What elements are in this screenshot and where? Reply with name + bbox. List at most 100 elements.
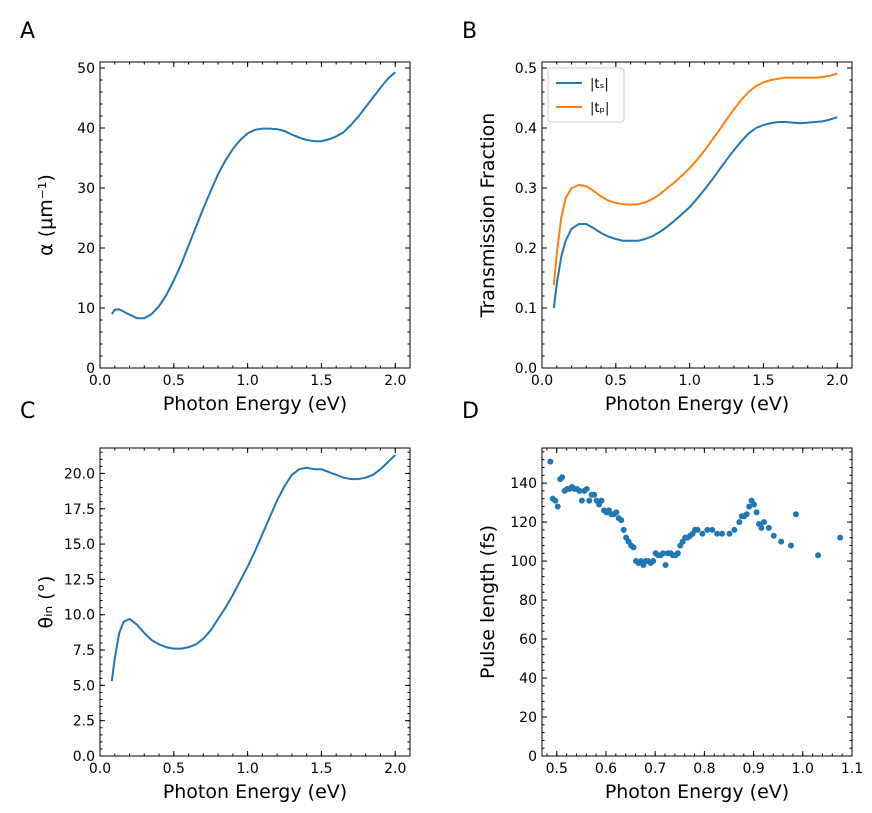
panel-c-x-tick-label: 1.5 — [310, 761, 332, 777]
panel-a-y-tick-label: 30 — [77, 181, 95, 197]
panel-d-series-1-point — [613, 509, 620, 516]
panel-d-series-1-point — [765, 524, 772, 531]
panel-d-x-tick-label: 0.7 — [644, 761, 666, 777]
panel-d-x-tick-label: 0.9 — [742, 761, 764, 777]
panel-b-series-1-line — [552, 116, 838, 309]
panel-b-chart: 0.0 0.5 1.0 1.5 2.0 0.0 0.1 0.2 0.3 0.4 0.5 Photon … — [477, 61, 853, 415]
panel-b-legend — [547, 67, 625, 123]
panel-a-x-axis-label: Photon Energy (eV) — [163, 393, 347, 415]
panel-d-series-1-point — [694, 526, 701, 533]
panel-d-y-tick-label: 40 — [519, 671, 537, 687]
panel-b-frame — [541, 61, 853, 369]
panel-c-x-tick-label: 0.5 — [163, 761, 185, 777]
panel-b-x-tick-label: 1.0 — [678, 373, 700, 389]
panel-d-series-1-point — [591, 491, 598, 498]
panel-c-y-tick-label: 5.0 — [73, 678, 95, 694]
panel-b-y-tick-label: 0.0 — [515, 361, 537, 377]
panel-b-legend-label-1: |tₛ| — [590, 77, 609, 92]
panel-c-series-1-line — [110, 454, 396, 682]
panel-d-x-axis-label: Photon Energy (eV) — [605, 781, 789, 803]
panel-d-series-1-point — [598, 497, 605, 504]
panel-d-series-1-point — [552, 497, 559, 504]
panel-a-frame — [99, 61, 411, 369]
panel-a-y-tick-label: 40 — [77, 121, 95, 137]
panel-label-b: B — [462, 19, 477, 44]
panel-c-y-tick-label: 7.5 — [73, 643, 95, 659]
panel-c-y-tick-label: 12.5 — [64, 572, 95, 588]
panel-b-y-tick-label: 0.4 — [515, 121, 537, 137]
panel-b-series-2-line — [552, 72, 838, 286]
panel-d-series-1-point — [714, 530, 721, 537]
panel-d-series-1-point — [837, 534, 844, 541]
panel-label-a: A — [20, 19, 35, 44]
panel-d-series-1-point — [660, 550, 667, 557]
panel-c-chart: 0.0 0.5 1.0 1.5 2.0 0.0 2.5 5.0 7.5 10.0 12.5 15.0 1… — [35, 447, 411, 803]
panel-c-y-tick-label: 10.0 — [64, 608, 95, 624]
panel-d-series-1-point — [662, 561, 669, 568]
panel-d-series-1-point — [726, 530, 733, 537]
panel-c-x-tick-label: 2.0 — [384, 761, 406, 777]
panel-label-c: C — [20, 399, 35, 424]
panel-b-x-tick-label: 2.0 — [826, 373, 848, 389]
panel-d-y-tick-label: 60 — [519, 632, 537, 648]
panel-d-y-axis-label: Pulse length (fs) — [477, 525, 499, 679]
panel-d-series-1-point — [576, 487, 583, 494]
panel-c-y-tick-label: 0.0 — [73, 749, 95, 765]
panel-b-y-tick-label: 0.2 — [515, 241, 537, 257]
panel-d-y-tick-label: 20 — [519, 710, 537, 726]
panel-d-series-1-point — [559, 474, 566, 481]
panel-a-x-tick-label: 2.0 — [384, 373, 406, 389]
panel-d-series-1-point — [620, 526, 627, 533]
panel-c-y-tick-label: 17.5 — [64, 502, 95, 518]
panel-d-series-1-point — [586, 497, 593, 504]
panel-d-series-1-point — [758, 524, 765, 531]
panel-d-frame — [541, 447, 853, 757]
panel-d-series-1-point — [760, 519, 767, 526]
panel-d-y-tick-label: 140 — [510, 476, 537, 492]
panel-d-x-tick-label: 0.5 — [546, 761, 568, 777]
panel-d-series-1-point — [743, 511, 750, 518]
panel-c-y-axis-label: θᵢₙ (°) — [35, 576, 57, 629]
panel-a-x-tick-label: 0.5 — [163, 373, 185, 389]
panel-label-d: D — [462, 399, 479, 424]
panel-a-y-tick-label: 10 — [77, 301, 95, 317]
panel-a-y-tick-label: 20 — [77, 241, 95, 257]
panel-b-x-tick-label: 0.5 — [605, 373, 627, 389]
panel-d-series-1-point — [578, 497, 585, 504]
panel-d-series-1-point — [674, 550, 681, 557]
panel-d-series-1-point — [618, 517, 625, 524]
panel-c-y-tick-label: 2.5 — [73, 714, 95, 730]
panel-b-y-tick-label: 0.3 — [515, 181, 537, 197]
panel-c-frame — [99, 447, 411, 757]
panel-d-x-tick-label: 0.6 — [595, 761, 617, 777]
panel-d-y-tick-label: 80 — [519, 593, 537, 609]
panel-d-series-1-point — [699, 530, 706, 537]
panel-d-series-1-point — [746, 503, 753, 510]
panel-d-series-1-point — [583, 485, 590, 492]
panel-d-series-1-point — [736, 519, 743, 526]
panel-b-x-axis-label: Photon Energy (eV) — [605, 393, 789, 415]
panel-c-y-tick-label: 15.0 — [64, 537, 95, 553]
panel-b-x-tick-label: 0.0 — [531, 373, 553, 389]
panel-d-series-1-point — [770, 532, 777, 539]
panel-d-y-tick-label: 0 — [528, 749, 537, 765]
panel-d-series-1-point — [792, 511, 799, 518]
panel-a-x-tick-label: 1.0 — [236, 373, 258, 389]
panel-a-y-tick-label: 0 — [86, 361, 95, 377]
panel-a-y-tick-label: 50 — [77, 61, 95, 77]
panel-b-legend-label-2: |tₚ| — [590, 101, 609, 116]
panel-d-series-1-point — [719, 530, 726, 537]
panel-a-y-axis-label: α (μm⁻¹) — [35, 174, 57, 256]
panel-b-y-tick-label: 0.5 — [515, 61, 537, 77]
panel-d-series-1-point — [753, 509, 760, 516]
panel-d-series-1-point — [547, 458, 554, 465]
panel-c-x-tick-label: 1.0 — [236, 761, 258, 777]
panel-d-series-1-point — [554, 503, 561, 510]
panel-d-y-tick-label: 120 — [510, 515, 537, 531]
panel-d-x-tick-label: 1.0 — [792, 761, 814, 777]
panel-d-series-1-point — [815, 552, 822, 559]
panel-d-series-1-point — [778, 538, 785, 545]
panel-b-y-axis-label: Transmission Fraction — [477, 113, 499, 319]
panel-d-x-tick-label: 1.1 — [841, 761, 863, 777]
